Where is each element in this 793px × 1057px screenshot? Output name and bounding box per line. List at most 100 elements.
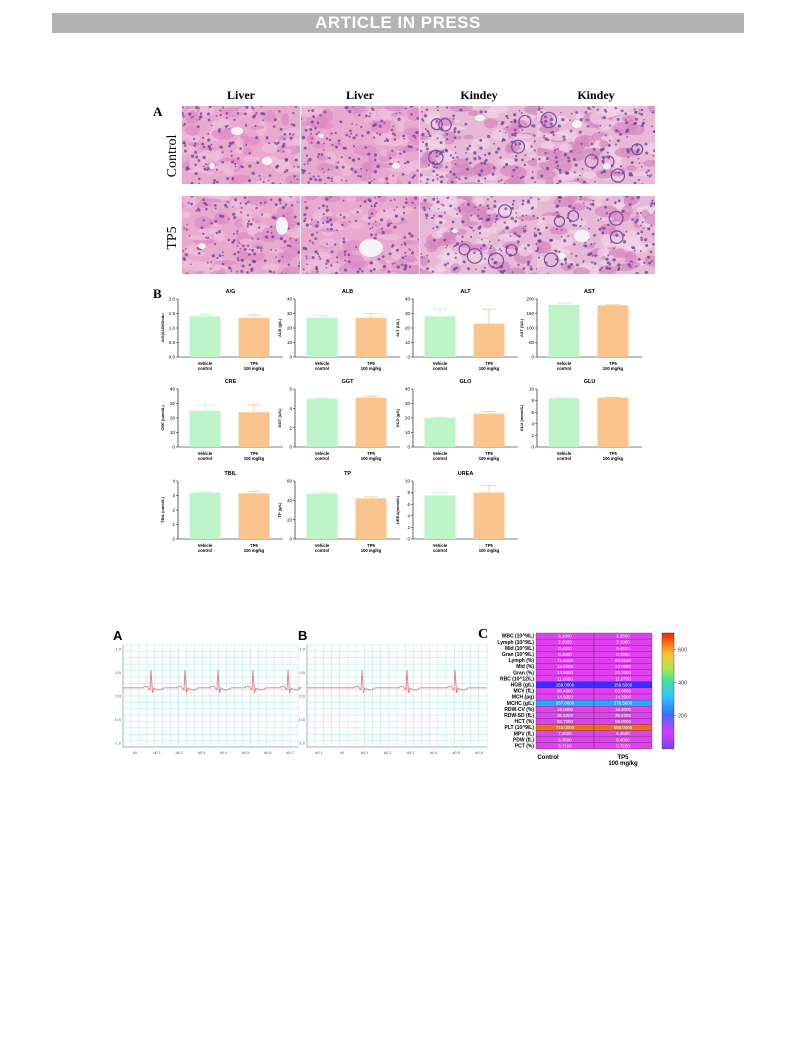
heatmap-cell-value: 14.2000 [615,695,631,700]
y-tick-label: 4 [407,513,410,518]
histology-image-tp5-liver-2 [301,196,419,274]
heatmap-cell-value: 11.0000 [557,676,573,681]
y-tick-label: 40 [287,498,293,503]
ecg-y-tick-label: 1.0 [115,647,121,652]
heatmap-cell-value: 6.3500 [558,737,572,742]
ecg-x-tick-label: d0.1 [153,751,160,755]
category-label: control [433,548,447,553]
y-tick-label: 8 [531,398,534,403]
y-tick-label: 0 [289,355,292,360]
bar-tp5 [238,317,270,357]
chart-title: AST [584,289,596,295]
heatmap-row-label: Lymph (%) [509,658,535,664]
heatmap-cell [593,742,653,750]
ecg-y-tick-label: -1.0 [114,741,122,746]
y-tick-label: 10 [287,340,293,345]
chart-title: A/G [226,289,236,295]
heatmap-cell-value: 655.0000 [614,725,633,730]
heatmap-cell-value: 710.0000 [556,725,575,730]
colorbar-tick-label: 200 [678,714,687,720]
ecg-x-tick-label: d0.5 [452,751,459,755]
chart-ylabel: GLU (mmol/L) [519,404,524,431]
category-label: TP5 [367,361,375,366]
y-tick-label: 0 [531,445,534,450]
heatmap-row-label: HCT (%) [515,719,535,725]
bar-tp5 [473,413,505,447]
ecg-y-tick-label: 0.5 [115,670,121,675]
bar-tp5 [238,493,270,539]
y-tick-label: 40 [170,387,176,392]
heatmap-row-label: Gran (10^9/L) [502,652,534,658]
category-label: control [315,548,329,553]
y-tick-label: 30 [287,311,293,316]
ecg-x-tick-label: d0 [340,751,344,755]
chart-title: CRE [225,379,237,385]
y-tick-label: 200 [526,297,534,302]
y-tick-label: 0 [289,537,292,542]
chart-ylabel: TBIL (umol/L) [160,496,165,522]
heatmap-cell-value: 68.0000 [615,658,631,663]
y-tick-label: 0.5 [169,340,176,345]
y-tick-label: 6 [407,502,410,507]
y-tick-label: 1 [172,522,175,527]
heatmap-row-label: Gran (%) [513,670,534,676]
category-label: TP5 [485,543,493,548]
y-tick-label: 100 [526,326,534,331]
category-label: Vehicle [198,543,213,548]
y-tick-label: 40 [405,297,411,302]
ecg-panel-b: 1.0 0.5 0.0 -0.5 -1.0 d0.1 d0 d0.1 d0.2 d0.3 d0.4 d… [298,644,488,755]
ecg-panel-a: 1.0 0.5 0.0 -0.5 -1.0 d0 d0.1 d0.2 d0.3 d0.4 d0.5 d… [114,644,303,755]
histology-image-control-liver-1 [182,106,300,184]
category-label: TP5 [485,451,493,456]
bar-vehicle-control [424,418,456,447]
ecg-y-tick-label: -1.0 [298,741,306,746]
heatmap-row-label: MCH (pg) [512,695,535,701]
y-tick-label: 4 [289,406,292,411]
category-label: control [557,456,571,461]
ecg-x-tick-label: d0.7 [286,751,293,755]
y-tick-label: 150 [526,311,534,316]
ecg-x-tick-label: d0.3 [198,751,205,755]
heatmap-row-label: HGB (g/L) [511,683,535,689]
heatmap-colorbar [661,632,675,750]
y-tick-label: 0 [407,355,410,360]
panel-ecg-b-letter: B [298,628,307,643]
category-label: 100 mg/kg [244,548,265,553]
heatmap-cell-value: 13.0000 [615,664,631,669]
category-label: TP5 [609,451,617,456]
category-label: 100 mg/kg [361,366,382,371]
category-label: 100 mg/kg [479,366,500,371]
heatmap-cell-value: 18.0000 [557,707,573,712]
article-in-press-banner: ARTICLE IN PRESS [52,13,744,33]
panel-b-letter: B [153,286,162,301]
y-tick-label: 3 [172,493,175,498]
heatmap-row-label: Mid (10^9/L) [505,646,534,652]
heatmap-cell-value: 8.4000 [616,737,630,742]
histology-image-tp5-liver-1 [182,196,300,274]
category-label: control [198,548,212,553]
y-tick-label: 2 [531,433,534,438]
bar-vehicle-control [548,398,580,447]
chart-ylabel: A/G(ALB/Globu [160,313,165,343]
category-label: TP5 [609,361,617,366]
category-label: 100 mg/kg [479,456,500,461]
heatmap-row-label: WBC (10^9/L) [502,634,535,640]
y-tick-label: 2.0 [169,297,176,302]
category-label: control [557,366,571,371]
category-label: 100 mg/kg [244,366,265,371]
bar-tp5 [597,397,629,447]
heatmap-cell-value: 14.5000 [557,695,573,700]
colorbar-tick-label: 400 [678,680,687,686]
bar-vehicle-control [424,495,456,539]
y-tick-label: 0.0 [169,355,176,360]
chart-title: GGT [342,379,355,385]
y-tick-label: 6 [289,387,292,392]
heatmap-row-label: RDW-CV (%) [504,707,534,713]
heatmap-cell-value: 55.7000 [557,719,573,724]
y-tick-label: 50 [529,340,535,345]
bar-vehicle-control [189,316,221,357]
category-label: TP5 [485,361,493,366]
heatmap-cell-value: 36.5000 [615,713,631,718]
